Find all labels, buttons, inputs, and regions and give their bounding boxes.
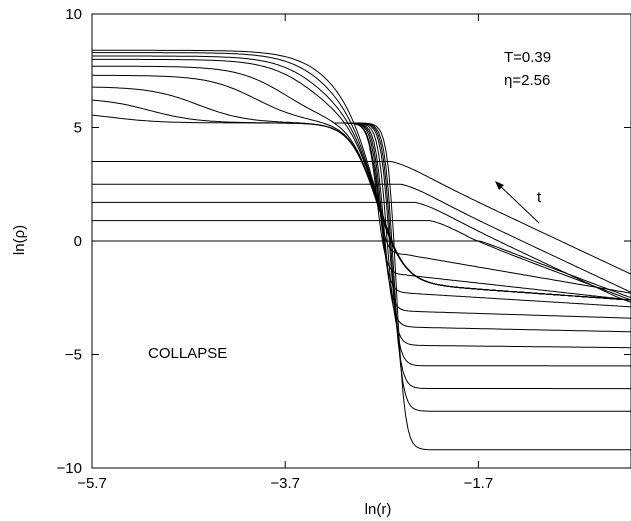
eta-annotation: η=2.56	[504, 72, 550, 89]
series-line	[92, 58, 631, 301]
y-tick-label: −10	[57, 460, 82, 477]
series-line	[92, 86, 631, 301]
series-line	[334, 122, 631, 301]
y-tick-label: −5	[65, 347, 82, 364]
series-line	[92, 183, 631, 293]
curves	[91, 49, 631, 451]
x-tick-label: −1.7	[464, 475, 494, 492]
x-axis-label: ln(r)	[365, 501, 392, 518]
y-tick-label: 0	[74, 233, 82, 250]
series-line	[341, 122, 631, 333]
x-tick-label: −3.7	[270, 475, 300, 492]
temperature-annotation: T=0.39	[504, 49, 551, 66]
series-line	[92, 65, 631, 301]
series-line	[92, 201, 631, 303]
series-line	[92, 240, 631, 299]
series-line	[346, 122, 631, 367]
series-line	[92, 161, 631, 275]
ticks: −5.7 −3.7 −1.7 −10 −5 0 5 10	[57, 6, 631, 492]
x-tick-label: −5.7	[77, 475, 107, 492]
series-line	[92, 74, 631, 301]
y-tick-label: 10	[65, 6, 82, 23]
y-tick-label: 5	[74, 120, 82, 137]
time-arrow-label: t	[537, 189, 542, 206]
phase-annotation: COLLAPSE	[148, 345, 227, 362]
time-arrow-icon	[495, 181, 540, 224]
series-line	[92, 220, 631, 301]
series-line	[351, 122, 631, 412]
y-axis-label: ln(ρ)	[11, 225, 28, 255]
series-line	[349, 122, 631, 390]
series-line	[344, 122, 631, 349]
series-line	[92, 55, 631, 301]
series-line	[92, 52, 631, 301]
series-line	[354, 122, 631, 451]
